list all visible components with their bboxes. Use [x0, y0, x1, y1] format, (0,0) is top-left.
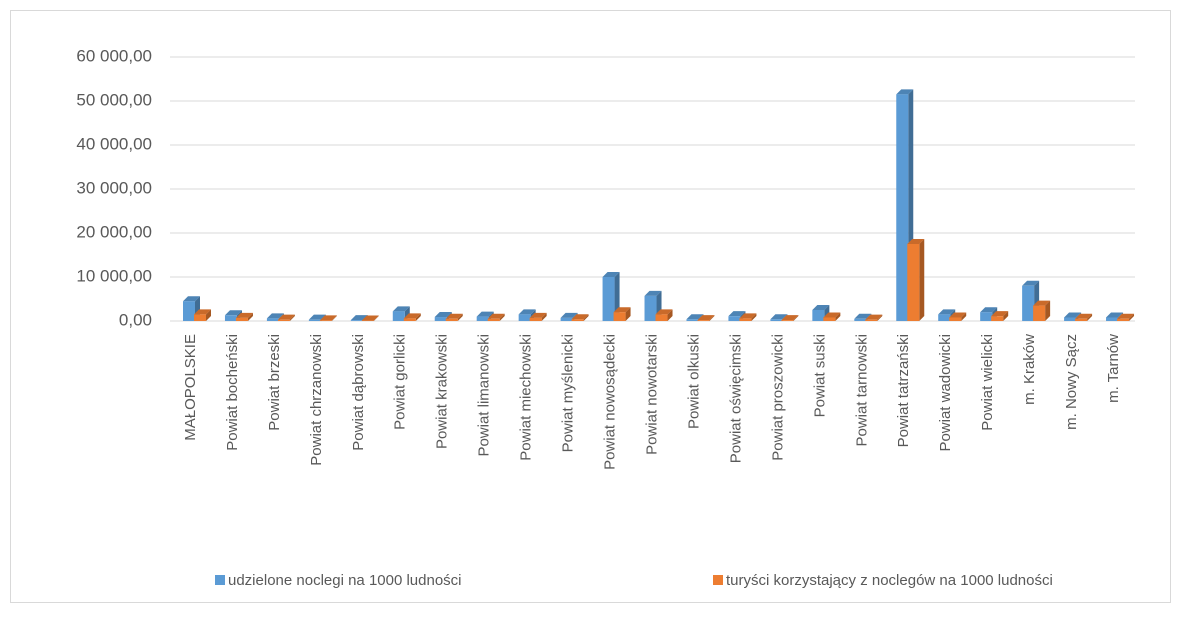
y-tick-label: 20 000,00 [76, 222, 152, 241]
bar [728, 316, 740, 321]
x-tick-label: Powiat bocheński [224, 334, 241, 451]
y-tick-label: 40 000,00 [76, 134, 152, 153]
bar [309, 320, 321, 321]
bar [278, 320, 290, 321]
bar [393, 311, 405, 321]
legend-swatch [713, 575, 723, 585]
x-tick-label: m. Kraków [1021, 334, 1038, 405]
bar [770, 319, 782, 321]
x-tick-label: Powiat dąbrowski [350, 334, 367, 451]
bar [991, 316, 1003, 321]
x-tick-label: MAŁOPOLSKIE [182, 334, 199, 441]
bar [572, 319, 584, 321]
bar [1022, 286, 1034, 321]
legend-label: turyści korzystający z noclegów na 1000 … [726, 572, 1053, 589]
y-tick-label: 30 000,00 [76, 178, 152, 197]
x-tick-label: Powiat gorlicki [392, 334, 409, 430]
bar [1075, 319, 1087, 321]
bar [938, 314, 950, 321]
bar [225, 315, 237, 321]
bar [267, 318, 279, 321]
bar [896, 94, 908, 321]
x-tick-label: Powiat myślenicki [560, 334, 577, 452]
bar [194, 314, 206, 321]
bar [949, 317, 961, 321]
x-tick-label: Powiat tarnowski [853, 334, 870, 447]
bar [854, 319, 866, 321]
x-tick-label: Powiat wadowicki [937, 334, 954, 452]
bar [645, 296, 657, 321]
bar [446, 319, 458, 321]
x-tick-label: m. Tarnów [1105, 334, 1122, 403]
x-tick-label: Powiat nowotarski [643, 334, 660, 455]
bar [488, 319, 500, 321]
x-tick-label: Powiat chrzanowski [308, 334, 325, 466]
y-tick-label: 10 000,00 [76, 266, 152, 285]
bar [351, 320, 363, 321]
x-tick-label: Powiat nowosądecki [602, 334, 619, 470]
bar [603, 277, 615, 321]
bar [477, 317, 489, 321]
bar [812, 310, 824, 321]
bar [435, 317, 447, 321]
bar [865, 320, 877, 321]
legend-label: udzielone noclegi na 1000 ludności [228, 572, 462, 589]
x-tick-label: Powiat proszowicki [769, 334, 786, 461]
bar [907, 244, 919, 321]
bar [530, 318, 542, 321]
bar [561, 318, 573, 321]
x-tick-label: Powiat wielicki [979, 334, 996, 431]
y-tick-label: 60 000,00 [76, 46, 152, 65]
bar [823, 317, 835, 321]
x-tick-label: Powiat brzeski [266, 334, 283, 431]
x-tick-label: Powiat tatrzański [895, 334, 912, 447]
bar [236, 318, 248, 321]
x-tick-label: Powiat krakowski [434, 334, 451, 449]
x-tick-label: m. Nowy Sącz [1063, 334, 1080, 430]
bar [656, 314, 668, 321]
bar [1106, 317, 1118, 321]
bar [739, 318, 751, 321]
bar [320, 320, 332, 321]
bar [519, 314, 531, 321]
bar [980, 312, 992, 321]
bar [781, 320, 793, 321]
y-tick-label: 0,00 [119, 310, 152, 329]
legend-swatch [215, 575, 225, 585]
x-tick-label: Powiat limanowski [476, 334, 493, 457]
bar [614, 312, 626, 321]
bar [1033, 306, 1045, 321]
x-tick-label: Powiat oświęcimski [727, 334, 744, 463]
x-tick-label: Powiat suski [811, 334, 828, 417]
x-tick-label: Powiat miechowski [518, 334, 535, 461]
x-tick-label: Powiat olkuski [685, 334, 702, 429]
bar [1064, 317, 1076, 321]
bar [697, 320, 709, 321]
bar [404, 318, 416, 321]
bar [1117, 319, 1129, 321]
y-tick-label: 50 000,00 [76, 90, 152, 109]
bar [183, 301, 195, 321]
bar-side [919, 239, 924, 321]
bar [686, 319, 698, 321]
